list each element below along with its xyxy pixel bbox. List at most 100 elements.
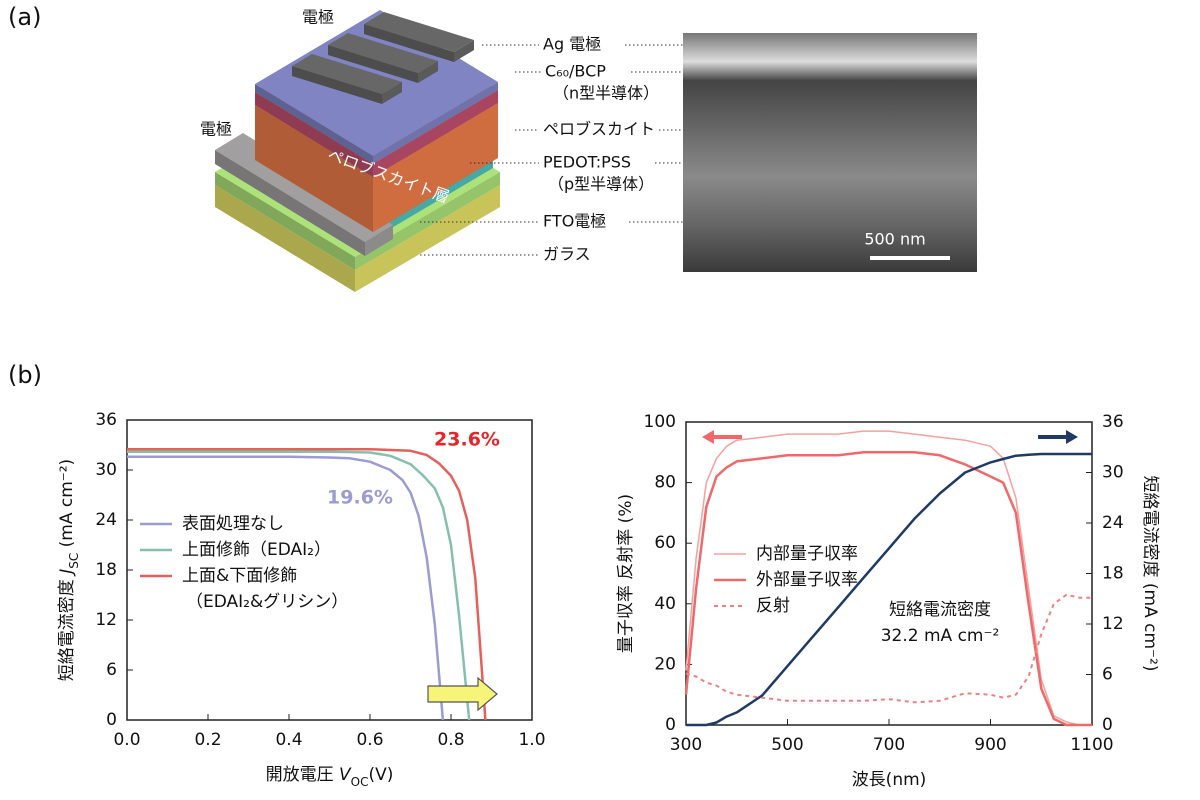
scale-label: 500 nm [864,230,925,249]
y2-tick-label: 12 [1102,614,1124,634]
layer-face [373,103,498,232]
layer-face [364,24,454,62]
y-tick-label: 20 [654,654,676,674]
y-tick-label: 100 [644,412,676,432]
layer-face [328,45,418,83]
y-tick-label: 36 [95,410,117,430]
y-tick-label: 30 [95,460,117,480]
y-tick-label: 0 [665,715,676,735]
y-tick-label: 18 [95,560,117,580]
x-tick-label: 0.4 [275,730,302,750]
x-tick-label: 0.8 [437,730,464,750]
y-axis-label: 量子収率 反射率 (%) [616,494,636,653]
arrow [702,430,742,444]
layer-label: Ag 電極 [543,35,601,54]
label-part: SC [67,553,81,569]
label-part: 波長(nm) [852,770,927,790]
series-line [127,447,487,721]
x-axis-label: 開放電圧 VOC(V) [266,765,394,789]
series-line [685,593,1092,704]
series-line [684,451,1092,727]
x-tick-label: 700 [873,735,905,755]
legend-label: 上面修飾（EDAI₂） [182,540,331,560]
layer-face [365,225,393,256]
layer-face [382,82,402,104]
layer-face [292,54,402,94]
layer-face [454,40,474,62]
series-line [127,455,445,721]
layer-face [355,172,500,270]
x-tick-label: 0.6 [356,730,383,750]
plot-frame [685,421,1093,726]
layer-face [418,61,438,83]
label-part: OC [351,775,369,789]
layer-label: （p型半導体） [548,175,654,194]
y-tick-label: 60 [654,533,676,553]
device-diagram [215,10,500,292]
layer-face [215,172,355,270]
y-tick-label: 0 [106,710,117,730]
label-part: V [339,765,352,785]
layer-label: ペロブスカイト [543,120,655,139]
label-part: 開放電圧 [266,765,339,785]
layer-face [328,33,438,73]
arrow [1038,430,1078,444]
layer-label: FTO電極 [543,212,606,231]
layer-label: C₆₀/BCP [545,62,606,81]
label-part: (mA cm⁻²) [57,459,77,553]
y-tick-label: 6 [106,660,117,680]
annotation: 短絡電流密度 [889,600,991,620]
annotation: 19.6% [327,487,393,509]
layer-face [373,90,498,177]
sem-image [683,33,977,272]
y-tick-label: 80 [654,473,676,493]
y-tick-label: 40 [654,594,676,614]
layer-face [255,105,373,232]
layer-face [292,66,382,104]
label-part: 短絡電流密度 (mA cm⁻²) [1140,476,1160,672]
electrode-label: 電極 [200,120,232,139]
legend-label: 外部量子収率 [756,570,858,590]
label-part: 短絡電流密度 [57,574,77,681]
layer-label: （n型半導体） [553,84,659,103]
layer-face [364,12,474,52]
layer-label: ガラス [543,245,591,264]
x-axis-label: 波長(nm) [852,770,927,790]
x-tick-label: 0.0 [113,730,140,750]
arrow [427,676,498,712]
label-part: (V) [368,765,393,785]
annotation: 23.6% [434,429,500,451]
y-tick-label: 12 [95,610,117,630]
y2-tick-label: 18 [1102,564,1124,584]
layer-face [355,185,500,292]
label-part: J [57,569,77,577]
x-tick-label: 1.0 [518,730,545,750]
x-tick-label: 300 [670,735,702,755]
layer-face [255,92,373,177]
x-tick-label: 1100 [1070,735,1113,755]
y2-tick-label: 0 [1102,715,1113,735]
series-line [127,450,471,721]
series-line [686,452,1092,727]
layer-face [215,150,365,256]
leader-lines: Ag 電極 C₆₀/BCP （n型半導体） ペロブスカイト PEDOT:PSS （p型半導… [420,35,683,264]
panel-label: (b) [8,361,42,389]
legend-label: 表面処理なし [182,514,284,534]
y2-tick-label: 6 [1102,665,1113,685]
x-tick-label: 0.2 [194,730,221,750]
x-tick-label: 900 [974,735,1006,755]
layer-face [255,84,373,164]
legend-label: 上面&下面修飾 [182,566,297,586]
charts: 0.0 0.2 0.4 0.6 0.8 1.0 0 6 12 18 24 30 36 開放電圧 VOC(V… [57,410,1160,790]
x-tick-label: 500 [771,735,803,755]
y-tick-label: 24 [95,510,117,530]
annotation: 32.2 mA cm⁻² [881,626,1000,646]
label-part: 量子収率 反射率 (%) [616,494,636,653]
layer-face [373,82,498,164]
y-axis-label: 短絡電流密度 JSC (mA cm⁻²) [57,459,81,681]
layer-label: PEDOT:PSS [543,153,631,172]
y2-tick-label: 24 [1102,513,1124,533]
panel-label: (a) [8,3,41,31]
y2-tick-label: 30 [1102,463,1124,483]
